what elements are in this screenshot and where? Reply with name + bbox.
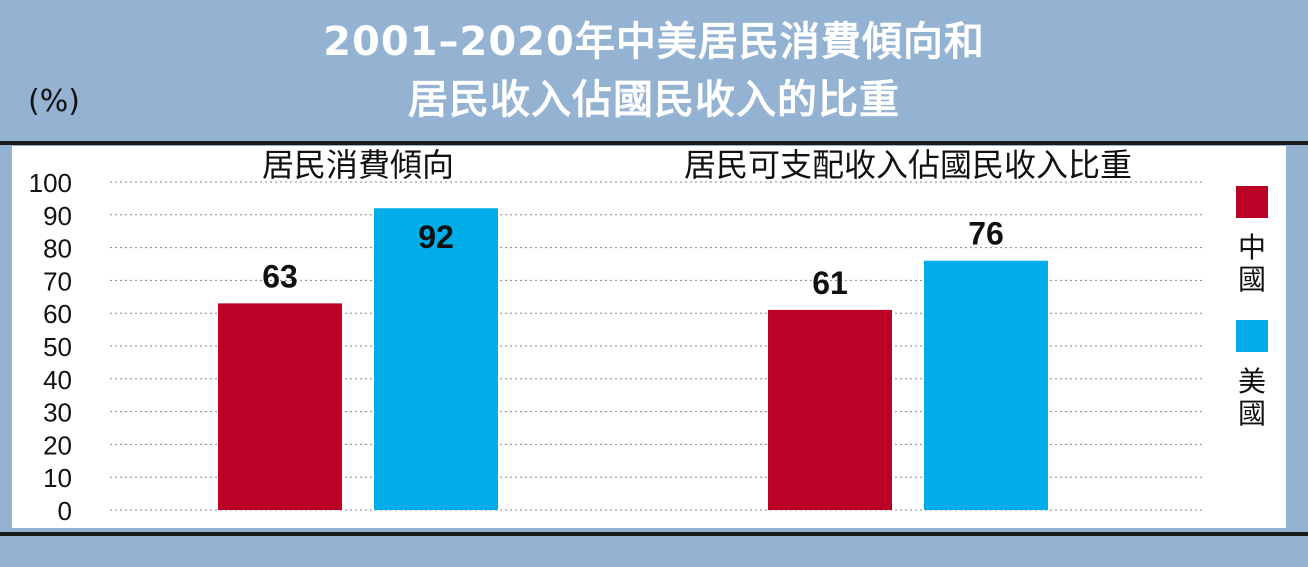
y-tick-label: 100 <box>29 168 72 198</box>
plot-panel: 0 10 20 30 40 50 60 70 80 90 100 居民消費傾向 63 92 居民可支配收入佔… <box>12 146 1286 528</box>
data-label: 61 <box>812 265 848 301</box>
data-label: 63 <box>262 258 298 294</box>
legend-swatch <box>1236 186 1268 218</box>
legend-label: 中國 <box>1237 231 1266 296</box>
y-tick-label: 0 <box>58 496 72 526</box>
y-tick-label: 50 <box>43 332 72 362</box>
legend-label: 美國 <box>1237 365 1266 430</box>
y-axis-unit-label: (%) <box>28 84 80 119</box>
data-label: 76 <box>968 216 1004 252</box>
bar-china <box>218 303 342 510</box>
category-label: 居民消費傾向 <box>262 147 454 183</box>
category-label: 居民可支配收入佔國民收入比重 <box>684 147 1132 183</box>
bar-usa <box>924 260 1048 510</box>
bar-usa <box>374 208 498 511</box>
y-tick-label: 80 <box>43 234 72 264</box>
bar-china <box>768 309 892 510</box>
chart-title-line-1: 2001–2020年中美居民消費傾向和 <box>323 19 985 65</box>
legend-swatch <box>1236 320 1268 352</box>
y-tick-label: 60 <box>43 299 72 329</box>
y-tick-label: 10 <box>43 463 72 493</box>
chart-title-line-2: 居民收入佔國民收入的比重 <box>408 77 900 123</box>
bottom-rule <box>0 532 1308 536</box>
y-tick-label: 40 <box>43 365 72 395</box>
y-tick-label: 70 <box>43 266 72 296</box>
top-rule <box>0 141 1308 145</box>
data-label: 92 <box>418 219 454 255</box>
y-tick-label: 90 <box>43 201 72 231</box>
y-tick-label: 30 <box>43 398 72 428</box>
y-tick-label: 20 <box>43 430 72 460</box>
